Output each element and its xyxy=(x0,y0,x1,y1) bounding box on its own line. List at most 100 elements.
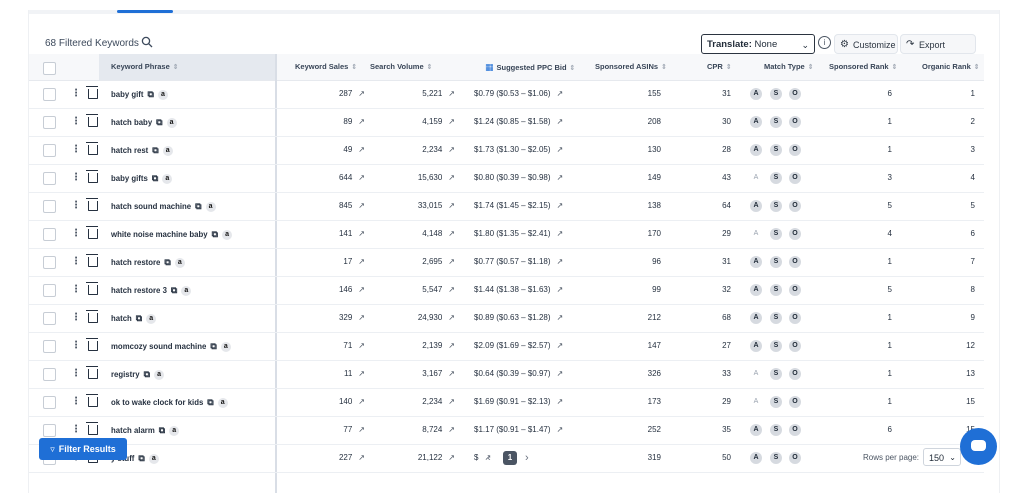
trend-chart-icon[interactable]: ↗ xyxy=(556,425,564,434)
trend-chart-icon[interactable]: ↗ xyxy=(448,313,455,322)
keyword-text[interactable]: hatch rest xyxy=(111,146,149,155)
match-type-a[interactable]: A xyxy=(750,200,762,212)
keyword-text[interactable]: hatch alarm xyxy=(111,426,155,435)
trash-icon[interactable] xyxy=(86,86,98,99)
match-type-s[interactable]: S xyxy=(770,368,782,380)
more-options-icon[interactable]: ⋮ xyxy=(71,144,81,155)
match-type-s[interactable]: S xyxy=(770,284,782,296)
trend-chart-icon[interactable]: ↗ xyxy=(358,173,365,182)
more-options-icon[interactable]: ⋮ xyxy=(71,116,81,127)
match-type-o[interactable]: O xyxy=(789,116,801,128)
chat-widget-button[interactable] xyxy=(960,428,997,465)
match-type-s[interactable]: S xyxy=(770,340,782,352)
header-sponsored-rank[interactable]: Sponsored Rank ⇕ xyxy=(829,54,897,80)
translate-select[interactable]: Translate: None ⌄ xyxy=(701,34,815,54)
keyword-text[interactable]: hatch sound machine xyxy=(111,202,192,211)
trend-chart-icon[interactable]: ↗ xyxy=(448,173,455,182)
row-checkbox[interactable] xyxy=(43,88,56,101)
trend-chart-icon[interactable]: ↗ xyxy=(358,425,365,434)
row-checkbox[interactable] xyxy=(43,340,56,353)
trend-chart-icon[interactable]: ↗ xyxy=(556,89,564,98)
row-checkbox[interactable] xyxy=(43,284,56,297)
trend-chart-icon[interactable]: ↗ xyxy=(358,257,365,266)
row-checkbox[interactable] xyxy=(43,424,56,437)
external-link-icon[interactable]: ⧉ xyxy=(164,257,171,267)
keyword-text[interactable]: hatch restore xyxy=(111,258,161,267)
filter-results-button[interactable]: ▿ Filter Results xyxy=(39,438,127,460)
trend-chart-icon[interactable]: ↗ xyxy=(358,285,365,294)
trend-chart-icon[interactable]: ↗ xyxy=(448,341,455,350)
info-icon[interactable]: i xyxy=(818,36,831,49)
trend-chart-icon[interactable]: ↗ xyxy=(556,257,564,266)
trend-chart-icon[interactable]: ↗ xyxy=(448,145,455,154)
match-type-o[interactable]: O xyxy=(789,340,801,352)
match-type-s[interactable]: S xyxy=(770,116,782,128)
match-type-o[interactable]: O xyxy=(789,172,801,184)
row-checkbox[interactable] xyxy=(43,312,56,325)
trend-chart-icon[interactable]: ↗ xyxy=(556,117,564,126)
trash-icon[interactable] xyxy=(86,254,98,267)
customize-button[interactable]: ⚙ Customize xyxy=(834,34,898,54)
match-type-o[interactable]: O xyxy=(789,424,801,436)
match-type-o[interactable]: O xyxy=(789,228,801,240)
header-keyword-sales[interactable]: Keyword Sales ⇕ xyxy=(295,54,357,80)
trend-chart-icon[interactable]: ↗ xyxy=(358,397,365,406)
match-type-o[interactable]: O xyxy=(789,200,801,212)
trend-chart-icon[interactable]: ↗ xyxy=(556,145,564,154)
external-link-icon[interactable]: ⧉ xyxy=(151,173,159,183)
trend-chart-icon[interactable]: ↗ xyxy=(358,369,365,378)
match-type-s[interactable]: S xyxy=(770,312,782,324)
more-options-icon[interactable]: ⋮ xyxy=(71,228,81,239)
row-checkbox[interactable] xyxy=(43,116,56,129)
keyword-text[interactable]: hatch baby xyxy=(111,118,153,127)
trend-chart-icon[interactable]: ↗ xyxy=(556,229,564,238)
more-options-icon[interactable]: ⋮ xyxy=(71,200,81,211)
keyword-text[interactable]: momcozy sound machine xyxy=(111,342,207,351)
match-type-o[interactable]: O xyxy=(789,88,801,100)
trash-icon[interactable] xyxy=(86,142,98,155)
trash-icon[interactable] xyxy=(86,170,98,183)
match-type-a[interactable]: A xyxy=(750,312,762,324)
external-link-icon[interactable]: ⧉ xyxy=(135,313,143,323)
more-options-icon[interactable]: ⋮ xyxy=(71,424,81,435)
header-cpr[interactable]: CPR ⇕ xyxy=(707,54,732,80)
keyword-text[interactable]: white noise machine baby xyxy=(111,230,208,239)
header-sponsored-asins[interactable]: Sponsored ASINs ⇕ xyxy=(595,54,667,80)
trash-icon[interactable] xyxy=(86,282,98,295)
amazon-icon[interactable]: a xyxy=(222,229,233,240)
trend-chart-icon[interactable]: ↗ xyxy=(556,341,564,350)
amazon-icon[interactable]: a xyxy=(205,201,216,212)
match-type-o[interactable]: O xyxy=(789,284,801,296)
external-link-icon[interactable]: ⧉ xyxy=(170,285,178,295)
external-link-icon[interactable]: ⧉ xyxy=(210,341,217,351)
external-link-icon[interactable]: ⧉ xyxy=(152,145,159,155)
external-link-icon[interactable]: ⧉ xyxy=(211,229,219,239)
trend-chart-icon[interactable]: ↗ xyxy=(448,117,455,126)
match-type-s[interactable]: S xyxy=(770,144,782,156)
external-link-icon[interactable]: ⧉ xyxy=(195,201,202,211)
trend-chart-icon[interactable]: ↗ xyxy=(556,313,564,322)
match-type-s[interactable]: S xyxy=(770,396,782,408)
match-type-s[interactable]: S xyxy=(770,172,782,184)
trend-chart-icon[interactable]: ↗ xyxy=(358,341,365,350)
more-options-icon[interactable]: ⋮ xyxy=(71,172,81,183)
match-type-s[interactable]: S xyxy=(770,88,782,100)
export-data-button[interactable]: ↷ Export Data... xyxy=(900,34,976,70)
row-checkbox[interactable] xyxy=(43,200,56,213)
match-type-o[interactable]: O xyxy=(789,452,801,464)
match-type-a[interactable]: A xyxy=(753,230,759,237)
trend-chart-icon[interactable]: ↗ xyxy=(358,145,365,154)
match-type-a[interactable]: A xyxy=(750,88,762,100)
trend-chart-icon[interactable]: ↗ xyxy=(358,313,365,322)
more-options-icon[interactable]: ⋮ xyxy=(71,340,81,351)
trend-chart-icon[interactable]: ↗ xyxy=(448,229,455,238)
external-link-icon[interactable]: ⧉ xyxy=(156,117,163,127)
keyword-text[interactable]: ok to wake clock for kids xyxy=(111,398,204,407)
match-type-a[interactable]: A xyxy=(753,370,759,377)
select-all-checkbox[interactable] xyxy=(43,62,56,75)
trend-chart-icon[interactable]: ↗ xyxy=(448,369,455,378)
amazon-icon[interactable]: a xyxy=(148,453,159,464)
trash-icon[interactable] xyxy=(86,366,98,379)
trend-chart-icon[interactable]: ↗ xyxy=(556,397,564,406)
keyword-text[interactable]: baby gifts xyxy=(111,174,148,183)
